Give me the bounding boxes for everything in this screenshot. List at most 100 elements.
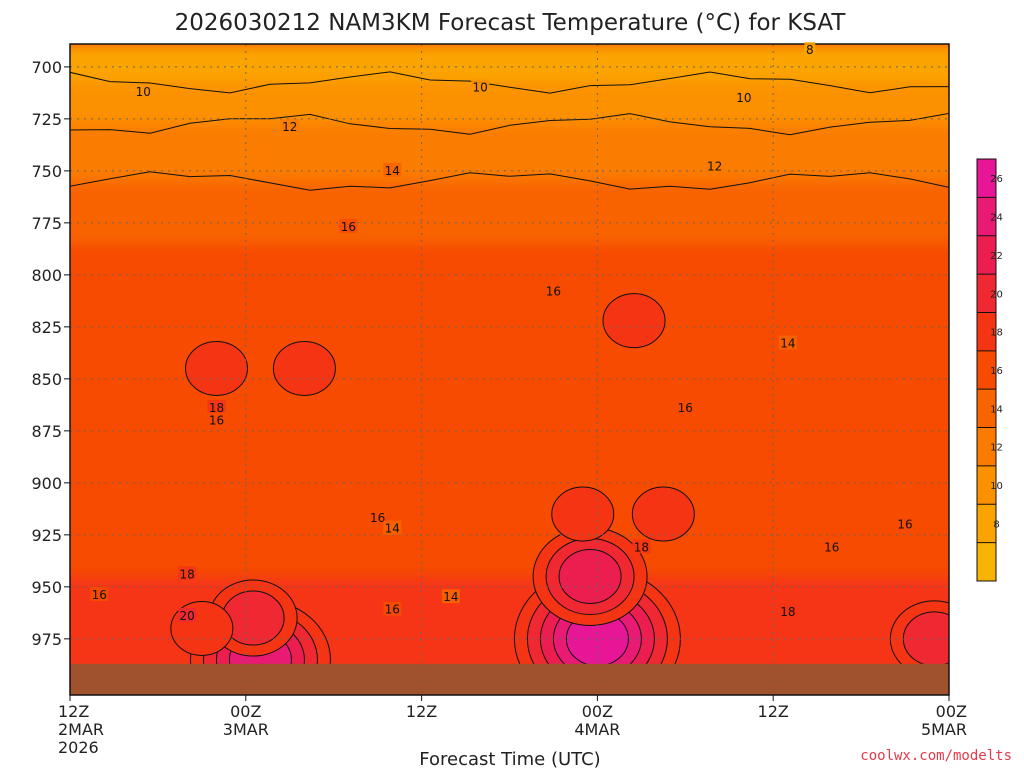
colorbar-segment — [977, 389, 996, 428]
contour-lines — [70, 71, 949, 191]
warm-spot — [272, 340, 336, 396]
contour-label-bg — [368, 510, 387, 525]
contour-label: 14 — [778, 335, 797, 351]
ground-level — [70, 663, 949, 695]
contour-label-text: 16 — [546, 285, 561, 299]
warm-spot-level — [902, 611, 949, 667]
temp-band — [70, 181, 949, 244]
x-tick-label: 4MAR — [574, 720, 620, 739]
warm-spot-level — [631, 486, 695, 542]
x-tick-label: 00Z — [230, 702, 261, 721]
temp-band — [70, 243, 949, 307]
y-tick-label: 850 — [31, 370, 62, 389]
contour-label-text: 14 — [385, 164, 400, 178]
y-tick-label: 775 — [31, 214, 62, 233]
contour-label: 10 — [734, 90, 753, 105]
contour-label: 16 — [339, 219, 358, 234]
colorbar-segment — [977, 542, 996, 581]
x-tick-label: 2026 — [58, 738, 99, 757]
temperature-bands — [70, 44, 949, 695]
contour-label-bg — [280, 119, 299, 134]
contour-label-text: 16 — [92, 588, 107, 602]
y-tick-label: 900 — [31, 474, 62, 493]
contour-label: 16 — [90, 587, 109, 602]
contour-label-bg — [804, 42, 816, 57]
warm-spot — [532, 526, 648, 626]
y-tick-label: 975 — [31, 630, 62, 649]
colorbar-segment — [977, 465, 996, 505]
colorbar-label: 26 — [990, 174, 1003, 185]
contour-12 — [70, 112, 949, 136]
contour-label-text: 16 — [341, 220, 356, 234]
y-tick-label: 700 — [31, 58, 62, 77]
contour-label: 16 — [383, 601, 402, 617]
credit-link[interactable]: coolwx.com/modelts — [860, 748, 1012, 764]
contour-label: 16 — [676, 399, 695, 415]
colorbar-label: 10 — [990, 481, 1003, 492]
temp-band — [70, 514, 949, 577]
contour-label-bg — [471, 79, 490, 94]
temp-band — [70, 441, 949, 515]
contour-label: 18 — [632, 539, 651, 554]
contour-label: 14 — [441, 589, 460, 604]
y-tick-label: 875 — [31, 422, 62, 441]
contour-label: 12 — [705, 158, 724, 174]
contour-label-bg — [896, 516, 915, 531]
temperature-field — [70, 44, 949, 695]
colorbar-label: 22 — [990, 251, 1003, 262]
y-axis: 700 725 750 775 800 825 850 875 900 925 950 975 — [31, 58, 70, 649]
contour-label-bg — [207, 412, 226, 427]
contour-label-bg — [90, 587, 109, 602]
contour-label-bg — [778, 335, 797, 350]
contour-label: 16 — [368, 510, 387, 525]
colorbar-segment — [977, 350, 996, 390]
contour-label: 12 — [280, 119, 299, 134]
contour-label-text: 10 — [473, 81, 488, 95]
contour-label-text: 12 — [707, 160, 722, 174]
contour-label: 16 — [207, 412, 226, 427]
contour-label-text: 16 — [897, 517, 912, 531]
x-tick-label: 12Z — [58, 702, 89, 721]
contour-label-text: 18 — [180, 567, 195, 581]
contour-label-bg — [778, 603, 797, 618]
contour-label-text: 18 — [634, 540, 649, 554]
contour-label-bg — [383, 520, 402, 535]
contour-label-text: 10 — [736, 91, 751, 105]
colorbar-label: 20 — [990, 289, 1003, 300]
warm-spot — [602, 293, 666, 349]
y-tick-label: 925 — [31, 526, 62, 545]
chart-title: 2026030212 NAM3KM Forecast Temperature (… — [175, 10, 847, 36]
contour-label-bg — [822, 539, 841, 554]
contour-label-text: 18 — [780, 605, 795, 619]
warm-spot — [551, 486, 615, 542]
contour-label-text: 14 — [780, 337, 795, 351]
contour-label-bg — [544, 283, 563, 298]
plot-frame — [69, 43, 950, 696]
colorbar-segment — [977, 427, 996, 466]
contour-label-text: 14 — [385, 522, 400, 536]
contour-label-bg — [383, 601, 402, 616]
colorbar-label: 12 — [990, 443, 1003, 454]
contour-label: 10 — [134, 83, 153, 99]
contour-10 — [70, 71, 949, 94]
x-tick-label: 12Z — [406, 702, 437, 721]
warm-spot-level — [602, 293, 666, 349]
contour-label-text: 16 — [824, 540, 839, 554]
contour-label-bg — [632, 539, 651, 554]
contour-label-text: 16 — [209, 413, 224, 427]
temp-band — [70, 44, 949, 83]
y-tick-label: 725 — [31, 110, 62, 129]
colorbar: 8 10 12 14 16 18 20 22 24 26 — [976, 158, 1003, 582]
contour-label: 10 — [471, 79, 490, 95]
y-tick-label: 750 — [31, 162, 62, 181]
contour-label-text: 16 — [370, 511, 385, 525]
colorbar-label: 8 — [993, 519, 999, 530]
x-axis-label: Forecast Time (UTC) — [419, 749, 600, 768]
colorbar-label: 18 — [990, 328, 1003, 339]
temp-band — [70, 82, 949, 125]
colorbar-segment — [977, 504, 996, 543]
contour-label-bg — [134, 83, 153, 98]
contour-label-bg — [339, 219, 358, 234]
